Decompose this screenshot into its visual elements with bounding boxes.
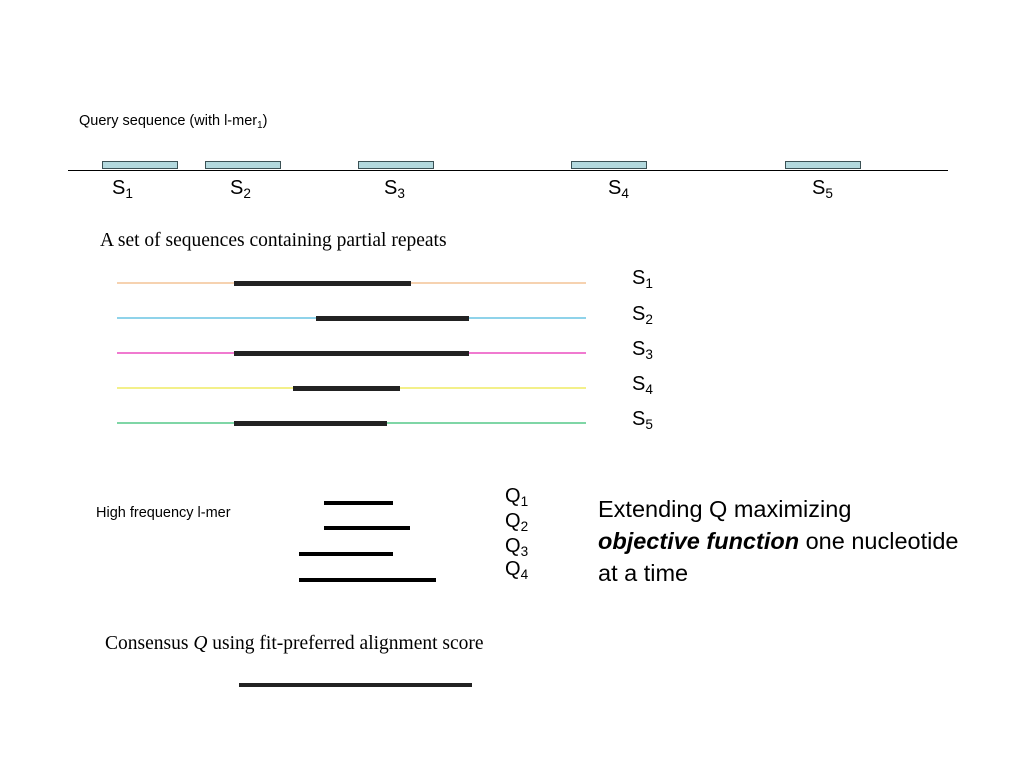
- query-sequence-line: [68, 170, 948, 171]
- query-segment-label-s5: S5: [812, 177, 833, 201]
- query-segment-label-s4: S4: [608, 177, 629, 201]
- high-frequency-lmer-label: High frequency l-mer: [96, 505, 231, 521]
- query-sequence-title: Query sequence (with l-mer1): [79, 113, 268, 131]
- consensus-bar: [239, 683, 472, 687]
- extending-line-3: at a time: [598, 560, 689, 586]
- repeat-bar-s1: [234, 281, 411, 286]
- lmer-bar-q1: [324, 501, 393, 505]
- sequence-label-s5: S5: [632, 408, 653, 432]
- repeats-title: A set of sequences containing partial re…: [100, 230, 447, 251]
- repeat-bar-s2: [316, 316, 469, 321]
- sequence-label-s1: S1: [632, 267, 653, 291]
- extending-description: Extending Q maximizing objective functio…: [598, 493, 958, 589]
- lmer-label-q3: Q3: [505, 535, 529, 559]
- lmer-label-q1: Q1: [505, 485, 529, 509]
- lmer-bar-q2: [324, 526, 410, 530]
- query-segment-label-s2: S2: [230, 177, 251, 201]
- extending-line-2: objective function one nucleotide: [598, 528, 959, 554]
- query-segment-s2: [205, 161, 281, 169]
- query-segment-s4: [571, 161, 647, 169]
- extending-line-1: Extending Q maximizing: [598, 496, 852, 522]
- query-segment-label-s1: S1: [112, 177, 133, 201]
- consensus-title: Consensus Q using fit-preferred alignmen…: [105, 633, 484, 654]
- lmer-bar-q3: [299, 552, 393, 556]
- lmer-label-q4: Q4: [505, 558, 529, 582]
- repeat-bar-s5: [234, 421, 387, 426]
- sequence-label-s4: S4: [632, 373, 653, 397]
- query-segment-s1: [102, 161, 178, 169]
- lmer-label-q2: Q2: [505, 510, 529, 534]
- repeat-bar-s3: [234, 351, 469, 356]
- query-segment-s5: [785, 161, 861, 169]
- objective-function-emphasis: objective function: [598, 528, 800, 554]
- sequence-label-s2: S2: [632, 303, 653, 327]
- sequence-label-s3: S3: [632, 338, 653, 362]
- query-segment-label-s3: S3: [384, 177, 405, 201]
- lmer-bar-q4: [299, 578, 436, 582]
- query-segment-s3: [358, 161, 434, 169]
- repeat-bar-s4: [293, 386, 400, 391]
